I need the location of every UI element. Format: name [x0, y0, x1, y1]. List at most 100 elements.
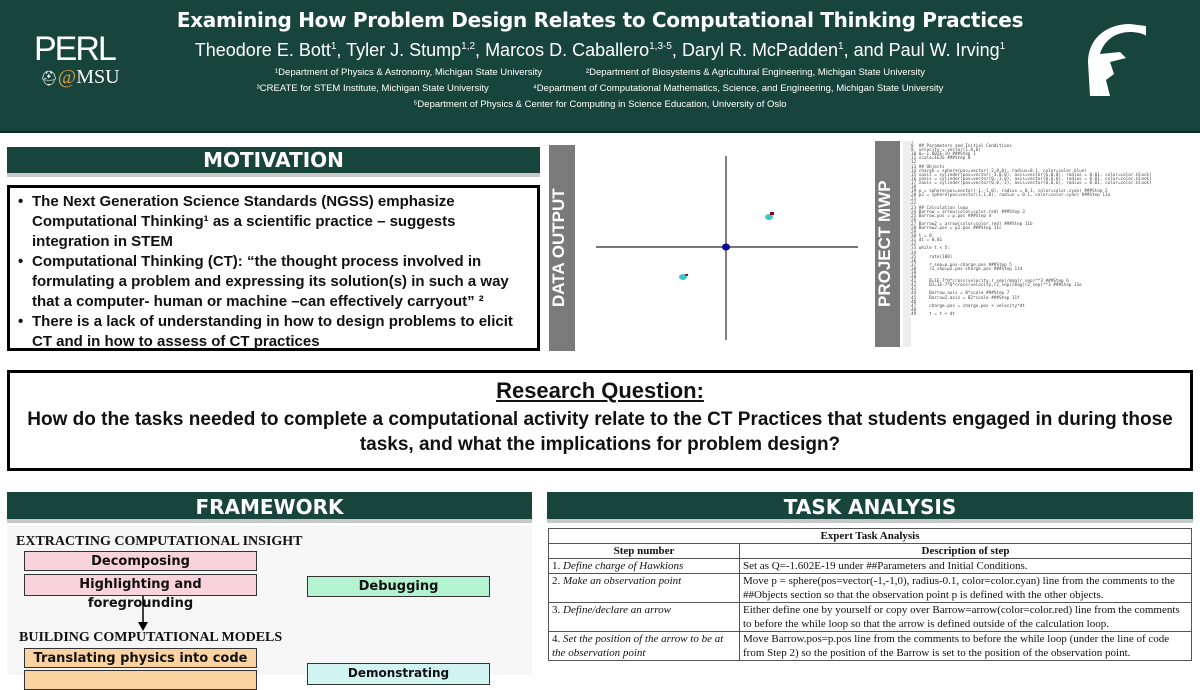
- code-line: 25 Barrow.pos = p.pos ###Step 4: [911, 213, 992, 219]
- affiliations-line-2: ³CREATE for STEM Institute, Michigan Sta…: [256, 83, 944, 94]
- step-name: Set the position of the arrow to be at t…: [552, 633, 724, 659]
- group-heading-models: BUILDING COMPUTATIONAL MODELS: [19, 630, 283, 645]
- affiliations-line-1: ¹Department of Physics & Astronomy, Mich…: [275, 67, 925, 78]
- table-row: 3. Define/declare an arrow Either define …: [548, 602, 1192, 632]
- code-line: 27 Barrow2 = arrow(color=color.red) ###S…: [911, 221, 1033, 227]
- code-line: 38 r2_sep=p2.pos-charge.pos ###Step 11d: [911, 266, 1023, 272]
- code-line: 42 B2=1E-7*Q*cross(velocity,r2_sep)/mag(…: [911, 283, 1082, 289]
- step-description: Either define one by yourself or copy ov…: [739, 602, 1192, 632]
- msu-logo-text: ⛑@MSU: [40, 66, 120, 88]
- code-line: 7: [911, 141, 914, 145]
- data-output-label: DATA OUTPUT: [549, 145, 575, 351]
- code-line: 41 B=1E-7*Q*cross(velocity,r_sep)/mag(r_…: [911, 279, 1069, 285]
- code-line: 9 velocity = vector(1,0,0): [911, 148, 981, 154]
- table-row: 2. Make an observation point Move p = sph…: [548, 573, 1192, 603]
- code-line: 31 dt = 0.01: [911, 238, 943, 244]
- spartan-small-icon: ⛑: [40, 72, 58, 87]
- code-line: 11 scale=1E26 ###Step 8: [911, 156, 971, 162]
- poster-header: PERL ⛑@MSU Examining How Problem Design …: [0, 0, 1200, 133]
- field-arrow-1: [685, 274, 688, 276]
- motivation-box: The Next Generation Science Standards (N…: [7, 185, 540, 351]
- observation-point-2: [765, 214, 773, 220]
- code-line: 23 ## Calculation loop: [911, 205, 968, 211]
- code-line: 32: [911, 242, 917, 248]
- table-title: Expert Task Analysis: [548, 528, 1192, 544]
- highlighting-box: Highlighting and foregrounding: [24, 574, 257, 611]
- research-question-box: Research Question: How do the tasks need…: [7, 370, 1193, 471]
- code-line: 26: [911, 217, 917, 223]
- task-analysis-heading: TASK ANALYSIS: [547, 492, 1193, 523]
- motivation-bullet: Computational Thinking (CT): “the though…: [18, 252, 529, 312]
- motivation-bullet: There is a lack of understanding in how …: [18, 312, 529, 352]
- dispositions-box: Demonstrating constructive dispositions: [307, 663, 490, 685]
- step-description: Set as Q=-1.602E-19 under ##Parameters a…: [739, 558, 1192, 574]
- step-name: Define charge of Hawkions: [563, 560, 684, 572]
- code-line: 14 charge = sphere(pos=vector(-2,0,0), r…: [911, 168, 1087, 174]
- step-description: Move Barrow.pos=p.pos line from the comm…: [739, 631, 1192, 661]
- step-number: 3.: [552, 604, 561, 616]
- code-line: 48: [911, 307, 917, 313]
- field-arrow-2: [770, 212, 774, 215]
- table-row: 1. Define charge of Hawkions Set as Q=-1.…: [548, 558, 1192, 574]
- step-number: 4.: [552, 633, 561, 645]
- code-line: 47 charge.pos = charge.pos + velocity*dt: [911, 303, 1025, 309]
- debugging-box: Debugging: [307, 576, 490, 597]
- code-line: 43: [911, 287, 917, 293]
- code-line: 37 r_sep=p.pos-charge.pos ###Step 5: [911, 262, 1012, 268]
- code-line: 29: [911, 230, 917, 236]
- author: Theodore E. Bott1: [194, 40, 337, 60]
- step-number: 2.: [552, 575, 561, 587]
- author: Tyler J. Stump1,2: [346, 40, 476, 60]
- arrow-down-icon: [138, 596, 148, 631]
- poster-title: Examining How Problem Design Relates to …: [176, 8, 1024, 32]
- framework-diagram: EXTRACTING COMPUTATIONAL INSIGHT Decompo…: [7, 526, 532, 690]
- code-line: 44 Barrow.axis = B*scale ###Step 7: [911, 291, 1010, 297]
- author: and Paul W. Irving1: [853, 40, 1006, 60]
- framework-box: [24, 670, 257, 690]
- step-name: Define/declare an arrow: [563, 604, 671, 616]
- code-line: 40: [911, 275, 917, 281]
- code-line: 36: [911, 258, 917, 264]
- code-line: 10 Q=-1.602E-19 ###Step 1: [911, 152, 976, 158]
- code-line: 20 p2 = sphere(pos=vector(1,1,0), radius…: [911, 193, 1111, 199]
- project-mwp-label: PROJECT MWP: [875, 141, 900, 347]
- column-header: Description of step: [739, 543, 1192, 559]
- perl-logo: PERL: [34, 30, 117, 68]
- code-line: 17 zaxis = cylinder(pos=vector(0,0,-3), …: [911, 180, 1152, 186]
- code-line: 46: [911, 299, 917, 305]
- translating-box: Translating physics into code: [24, 648, 257, 668]
- code-line: 13 ## Objects: [911, 164, 945, 170]
- code-line: 34: [911, 250, 917, 256]
- code-line: 49 t = t + dt: [911, 311, 955, 317]
- research-question-title: Research Question:: [496, 378, 704, 403]
- code-line: 35 rate(100): [911, 254, 953, 260]
- code-line: 12: [911, 160, 917, 166]
- spartan-helmet-icon: [1088, 24, 1146, 96]
- charge-sphere: [722, 243, 730, 251]
- group-heading-insight: EXTRACTING COMPUTATIONAL INSIGHT: [16, 534, 303, 549]
- column-header: Step number: [548, 543, 740, 559]
- code-line: 22: [911, 201, 917, 207]
- step-description: Move p = sphere(pos=vector(-1,-1,0), rad…: [739, 573, 1192, 603]
- code-line: 28 Barrow2.pos = p2.pos ###Step 11c: [911, 225, 1002, 231]
- author-list: Theodore E. Bott1, Tyler J. Stump1,2, Ma…: [194, 40, 1006, 60]
- code-line: 45 Barrow2.axis = B2*scale ###Step 11f: [911, 295, 1020, 301]
- data-output-visualization: [596, 156, 858, 340]
- author: Daryl R. McPadden1: [681, 40, 844, 60]
- code-line: 33 while t < 5:: [911, 246, 950, 252]
- expert-task-analysis-table: Expert Task Analysis Step number Descript…: [548, 528, 1192, 661]
- motivation-heading: MOTIVATION: [7, 147, 540, 177]
- code-line: 39: [911, 271, 917, 276]
- code-line: 24 Barrow = arrow(color=color.red) ###St…: [911, 209, 1025, 215]
- code-line: 18: [911, 185, 917, 191]
- framework-heading: FRAMEWORK: [7, 492, 532, 523]
- author: Marcos D. Caballero1,3-5: [485, 40, 672, 60]
- research-question-text: How do the tasks needed to complete a co…: [27, 409, 1173, 455]
- code-line: 19 p = sphere(pos=vector(-1,-1,0), radiu…: [911, 189, 1108, 195]
- motivation-bullet: The Next Generation Science Standards (N…: [18, 192, 529, 252]
- step-name: Make an observation point: [563, 575, 682, 587]
- code-line: 8 ## Parameters and Initial Conditions: [911, 144, 1012, 150]
- code-line: 21: [911, 197, 917, 203]
- code-line: 15 xaxis = cylinder(pos=vector(-3,0,0), …: [911, 172, 1152, 178]
